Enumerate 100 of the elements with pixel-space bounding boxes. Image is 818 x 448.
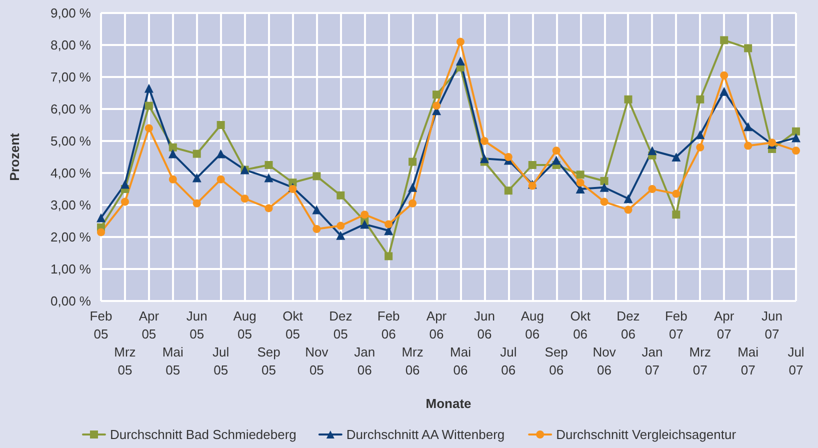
point: [432, 102, 441, 110]
point: [216, 149, 226, 158]
point: [288, 185, 297, 193]
legend-label: Durchschnitt Vergleichsagentur: [556, 427, 737, 442]
point: [792, 146, 800, 155]
x-tick-label: Aug 06: [520, 308, 544, 342]
x-tick-label: Okt 05: [282, 308, 304, 342]
point: [192, 199, 201, 208]
point: [672, 210, 680, 219]
point: [480, 154, 489, 164]
point: [744, 44, 752, 52]
point: [192, 173, 202, 182]
point: [696, 130, 705, 140]
point: [696, 95, 704, 104]
point: [648, 146, 657, 156]
point: [168, 143, 177, 152]
point: [504, 186, 512, 195]
x-tick-label: Aug 05: [233, 308, 256, 342]
x-tick-label: Apr 06: [426, 308, 448, 342]
x-tick-label: Nov 05: [305, 344, 329, 378]
point: [264, 204, 273, 212]
y-tick-label: 5,00 %: [50, 134, 92, 148]
x-tick-label: Dez 06: [616, 308, 640, 342]
point: [600, 182, 609, 192]
point: [432, 90, 441, 99]
point: [144, 84, 154, 93]
point: [384, 220, 393, 228]
point: [456, 38, 464, 46]
point: [336, 191, 345, 200]
point: [624, 194, 633, 204]
x-tick-label: Jul 07: [788, 344, 804, 378]
x-tick-label: Jun 05: [186, 308, 208, 342]
point: [672, 190, 680, 198]
point: [720, 71, 728, 80]
y-axis-title: Prozent: [7, 132, 22, 181]
point: [144, 102, 153, 110]
point: [744, 122, 753, 132]
point: [696, 143, 704, 152]
x-tick-label: Nov 06: [592, 344, 616, 378]
x-axis-title: Monate: [426, 396, 472, 411]
point: [552, 156, 561, 165]
point: [264, 161, 273, 169]
x-tick-label: Apr 05: [138, 308, 160, 342]
point: [576, 170, 584, 179]
x-tick-label: Mai 07: [738, 344, 759, 378]
point: [120, 198, 129, 206]
point: [336, 230, 346, 240]
point: [600, 177, 608, 185]
point: [264, 173, 274, 182]
y-tick-label: 8,00 %: [50, 38, 92, 52]
x-tick-label: Feb 05: [90, 308, 112, 342]
point: [360, 210, 369, 219]
point: [648, 185, 656, 193]
point: [576, 178, 584, 187]
x-tick-label: Sep 05: [257, 344, 280, 378]
point: [120, 180, 130, 189]
legend-label: Durchschnitt AA Wittenberg: [346, 427, 505, 442]
point: [744, 142, 752, 150]
point: [384, 252, 393, 260]
point: [528, 161, 536, 169]
point: [720, 36, 728, 44]
y-tick-label: 2,00 %: [50, 230, 92, 244]
x-tick-label: Jul 05: [212, 344, 230, 378]
point: [552, 146, 560, 155]
point: [168, 149, 178, 158]
y-tick-label: 3,00 %: [50, 198, 92, 212]
x-tick-label: Dez 05: [329, 308, 352, 342]
y-tick-label: 6,00 %: [50, 102, 92, 116]
x-tick-label: Mrz 05: [114, 344, 136, 378]
point: [144, 124, 153, 132]
x-tick-label: Mai 06: [450, 344, 472, 378]
point: [97, 228, 105, 236]
x-tick-label: Apr 07: [714, 308, 735, 342]
y-tick-label: 4,00 %: [50, 166, 92, 180]
point: [408, 199, 417, 208]
point: [240, 194, 249, 203]
x-tick-label: Mai 05: [162, 344, 184, 378]
x-tick-label: Jun 06: [474, 308, 495, 342]
point: [600, 198, 608, 206]
y-tick-label: 9,00 %: [50, 6, 92, 20]
point: [792, 127, 800, 136]
point: [360, 220, 370, 229]
point: [336, 222, 345, 230]
x-tick-label: Mrz 06: [402, 344, 424, 378]
x-tick-label: Jan 06: [354, 344, 376, 378]
point: [312, 205, 322, 214]
point: [312, 172, 321, 180]
x-tick-label: Sep 06: [544, 344, 568, 378]
legend-label: Durchschnitt Bad Schmiedeberg: [110, 427, 296, 442]
point: [312, 225, 321, 233]
x-tick-label: Jan 07: [642, 344, 663, 378]
point: [192, 150, 201, 158]
x-tick-label: Jul 06: [500, 344, 517, 378]
point: [408, 182, 418, 192]
point: [216, 175, 225, 184]
point: [168, 175, 177, 184]
point: [624, 95, 632, 104]
point: [624, 206, 632, 214]
x-tick-label: Feb 07: [664, 308, 688, 342]
x-tick-label: Mrz 07: [689, 344, 711, 378]
